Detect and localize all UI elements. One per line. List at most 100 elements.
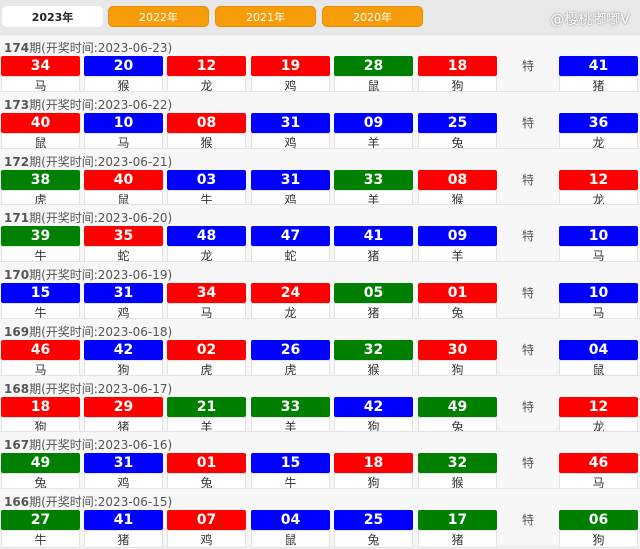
tab-2021[interactable]: 2021年 [215,6,316,27]
draw-row: 171期(开奖时间:2023-06-20) 39 牛 35 蛇 48 龙 47 蛇 41 猪 09 羊特… [0,204,640,265]
draw-row: 168期(开奖时间:2023-06-17) 18 狗 29 猪 21 羊 33 羊 42 狗 49 兔特… [0,374,640,435]
ball-number: 46 [1,339,80,360]
draw-row: 169期(开奖时间:2023-06-18) 46 马 42 狗 02 虎 26 虎 32 猴 30 狗特… [0,317,640,378]
zodiac-label: 狗 [418,76,497,94]
tab-2020[interactable]: 2020年 [322,6,423,27]
ball-number: 15 [1,283,80,303]
number-cell: 01 兔 [418,283,497,321]
zodiac-label: 蛇 [84,246,163,265]
number-cell: 15 牛 [1,283,80,321]
number-cell: 12 龙 [167,56,246,94]
ball-number: 41 [84,510,163,530]
ball-number: 19 [251,56,330,76]
ball-number: 26 [251,339,330,360]
number-cell: 09 羊 [334,112,413,151]
ball-number: 31 [251,169,330,190]
draw-title: 170期(开奖时间:2023-06-19) [4,266,172,283]
number-cell: 08 猴 [167,112,246,151]
special-number-cell: 10 马 [559,283,638,321]
ball-number: 39 [1,226,80,247]
number-cell: 40 鼠 [84,169,163,208]
number-cell: 30 狗 [418,339,497,378]
ball-number: 48 [167,226,246,247]
ball-number: 31 [84,453,163,474]
zodiac-label: 猪 [418,530,497,548]
draw-time: 期(开奖时间:2023-06-20) [29,211,173,226]
number-cell: 39 牛 [1,226,80,265]
tab-2022[interactable]: 2022年 [108,6,209,27]
zodiac-label: 龙 [167,246,246,265]
draw-row: 170期(开奖时间:2023-06-19) 15 牛 31 鸡 34 马 24 龙 05 猪 01 兔特… [0,261,640,321]
ball-number: 33 [334,169,413,190]
zodiac-label: 鼠 [251,530,330,548]
number-cell: 19 鸡 [251,56,330,94]
ball-number: 21 [167,396,246,417]
number-cell: 32 猴 [334,339,413,378]
zodiac-label: 牛 [251,473,330,492]
number-cell: 42 狗 [84,339,163,378]
ball-number: 46 [559,453,638,474]
number-cell: 38 虎 [1,169,80,208]
ball-number: 17 [418,510,497,530]
draw-row: 174期(开奖时间:2023-06-23) 34 马 20 猴 12 龙 19 鸡 28 鼠 18 狗特… [0,34,640,94]
ball-number: 08 [167,112,246,133]
ball-number: 49 [418,396,497,417]
zodiac-label: 猪 [84,416,163,435]
number-cell: 34 马 [1,56,80,94]
number-cell: 04 鼠 [251,510,330,548]
number-cell: 29 猪 [84,396,163,435]
number-cell: 34 马 [167,283,246,321]
zodiac-label: 兔 [418,132,497,151]
number-cell: 31 鸡 [251,169,330,208]
zodiac-label: 龙 [559,416,638,435]
ball-number: 31 [84,283,163,303]
zodiac-label: 羊 [251,416,330,435]
ball-number: 10 [84,112,163,133]
number-cell: 27 牛 [1,510,80,548]
number-cell: 48 龙 [167,226,246,265]
ball-number: 25 [418,112,497,133]
draw-list: 174期(开奖时间:2023-06-23) 34 马 20 猴 12 龙 19 鸡 28 鼠 18 狗特… [0,34,640,548]
ball-number: 36 [559,112,638,133]
ball-number: 18 [418,56,497,76]
ball-number: 03 [167,169,246,190]
ball-number: 28 [334,56,413,76]
draw-title: 166期(开奖时间:2023-06-15) [4,493,172,510]
ball-number: 24 [251,283,330,303]
number-cell: 35 蛇 [84,226,163,265]
ball-number: 18 [334,453,413,474]
number-cell: 20 猴 [84,56,163,94]
special-number-cell: 12 龙 [559,396,638,435]
ball-number: 04 [559,339,638,360]
special-number-cell: 41 猪 [559,56,638,94]
ball-number: 05 [334,283,413,303]
ball-number: 42 [84,339,163,360]
zodiac-label: 鸡 [167,530,246,548]
ball-number: 34 [1,56,80,76]
number-cell: 28 鼠 [334,56,413,94]
draw-time: 期(开奖时间:2023-06-19) [29,268,173,282]
draw-time: 期(开奖时间:2023-06-17) [29,381,173,396]
ball-number: 41 [559,56,638,76]
ball-number: 10 [559,283,638,303]
number-cell: 09 羊 [418,226,497,265]
number-cell: 24 龙 [251,283,330,321]
ball-number: 04 [251,510,330,530]
special-label: 特 [521,399,534,414]
ball-number: 02 [167,339,246,360]
ball-number: 12 [167,56,246,76]
tab-2023[interactable]: 2023年 [2,6,103,27]
zodiac-label: 兔 [334,530,413,548]
draw-row: 172期(开奖时间:2023-06-21) 38 虎 40 鼠 03 牛 31 鸡 33 羊 08 猴 特… [0,147,640,208]
special-label: 特 [521,286,534,300]
zodiac-label: 猴 [418,189,497,208]
number-cell: 33 羊 [334,169,413,208]
ball-number: 32 [418,453,497,474]
number-cell: 31 鸡 [84,453,163,492]
ball-number: 06 [559,510,638,530]
draw-time: 期(开奖时间:2023-06-16) [29,438,173,453]
number-cell: 15 牛 [251,453,330,492]
zodiac-label: 虎 [1,189,80,208]
period-number: 174 [4,41,30,55]
special-number-cell: 06 狗 [559,510,638,548]
